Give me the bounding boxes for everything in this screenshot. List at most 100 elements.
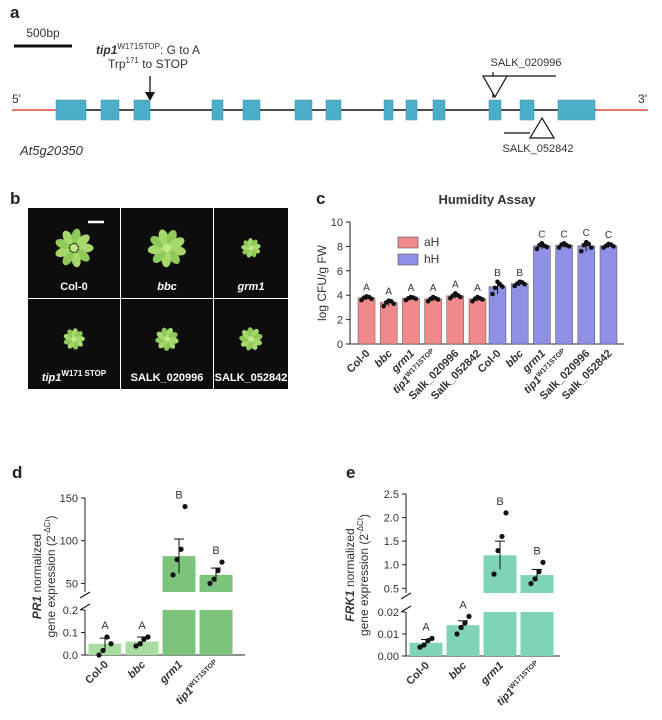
data-point bbox=[540, 559, 546, 565]
data-point bbox=[480, 297, 485, 302]
y-tick-label: 2.5 bbox=[384, 489, 399, 501]
x-tick-label: Col-0 bbox=[476, 348, 504, 376]
y-tick-label: 0.0 bbox=[63, 650, 78, 662]
data-point bbox=[458, 294, 463, 300]
significance-letter: C bbox=[560, 229, 567, 240]
exon-2 bbox=[100, 99, 120, 121]
plant-photo-4: tip1W171 STOP bbox=[28, 299, 120, 389]
frk1-expression-chart: 0.5 1.0 1.5 2.0 2.5 0.00 0.01 0.02 FRK1 normaliz… bbox=[343, 489, 560, 708]
x-tick-label: grm1 bbox=[157, 659, 185, 687]
bar-4-lower bbox=[520, 612, 554, 656]
data-point bbox=[581, 242, 587, 248]
y-tick-label: 0 bbox=[337, 339, 343, 351]
data-point bbox=[544, 244, 550, 250]
axis-break-mark bbox=[79, 603, 91, 611]
scale-bar-label: 500bp bbox=[26, 26, 60, 40]
panel-label-b: b bbox=[10, 189, 20, 208]
bar-hH-5 bbox=[577, 245, 596, 345]
bar-4-lower bbox=[199, 610, 233, 655]
mutation-desc-pre: Trp bbox=[108, 57, 126, 71]
x-tick-label: Col-0 bbox=[345, 348, 373, 376]
data-point bbox=[133, 643, 139, 649]
x-tick-label: bbc bbox=[447, 660, 469, 682]
bar-2 bbox=[446, 625, 480, 656]
plant-photo-5: SALK_020996 bbox=[121, 299, 213, 389]
y-tick-label: 0.2 bbox=[63, 605, 78, 617]
mutation-arrow-head bbox=[145, 92, 155, 101]
five-prime-end: 5' bbox=[12, 92, 21, 106]
photo-label-2: bbc bbox=[157, 281, 177, 293]
y-tick-label: 2 bbox=[337, 315, 343, 327]
data-point bbox=[391, 301, 397, 307]
humidity-assay-chart: Humidity Assay 0 2 4 6 8 10 log CFU/g FW aH hH A Co… bbox=[315, 192, 624, 402]
plant-photo-1: Col-0 bbox=[28, 208, 120, 298]
significance-letter: C bbox=[538, 229, 545, 240]
bar-aH-4 bbox=[424, 298, 442, 345]
data-point bbox=[211, 576, 217, 582]
significance-letter: B bbox=[175, 490, 182, 502]
significance-letter: C bbox=[583, 228, 590, 239]
significance-letter: A bbox=[422, 621, 430, 633]
significance-letter: A bbox=[459, 599, 467, 611]
rosette-icon bbox=[241, 238, 261, 258]
data-point bbox=[381, 303, 387, 309]
mutation-desc-post: to STOP bbox=[139, 57, 188, 71]
y-tick-label: 6 bbox=[337, 266, 343, 278]
data-point bbox=[462, 620, 468, 626]
axis-break-mark bbox=[400, 592, 412, 600]
panel-label-e: e bbox=[346, 463, 355, 482]
plant-photo-6: SALK_052842 bbox=[214, 299, 288, 389]
plant-photo-3: grm1 bbox=[214, 208, 288, 298]
bar-aH-1 bbox=[357, 297, 376, 345]
salk-insertion-1: SALK_020996 bbox=[481, 57, 562, 99]
axis-break-mark bbox=[400, 605, 412, 613]
data-point bbox=[589, 245, 594, 250]
salk-insertion-2: SALK_052842 bbox=[503, 116, 573, 155]
exon-13 bbox=[557, 99, 596, 121]
exons bbox=[55, 99, 596, 121]
mutation-description: Trp171 to STOP bbox=[108, 56, 188, 71]
y-tick-label: 1.5 bbox=[384, 536, 399, 548]
data-point bbox=[96, 652, 102, 658]
x-tick-label: Col-0 bbox=[83, 659, 111, 687]
data-point bbox=[458, 624, 464, 631]
significance-letter: B bbox=[516, 268, 523, 279]
y-tick-label: 100 bbox=[60, 536, 78, 548]
exon-12 bbox=[519, 99, 535, 121]
data-point bbox=[492, 285, 498, 291]
mutation-desc-sup: 171 bbox=[126, 56, 140, 65]
data-point bbox=[536, 569, 542, 575]
triangle-icon bbox=[481, 75, 509, 99]
data-point bbox=[178, 546, 184, 552]
y-tick-label: 0.02 bbox=[378, 607, 399, 619]
mutation-annotation: tip1W171STOP: G to A Trp171 to STOP bbox=[96, 42, 200, 101]
significance-letter: A bbox=[385, 287, 392, 298]
photo-label-1: Col-0 bbox=[60, 281, 88, 293]
exon-5 bbox=[242, 99, 261, 121]
data-point bbox=[500, 284, 505, 289]
data-point bbox=[429, 635, 435, 642]
data-point bbox=[417, 644, 423, 650]
y-axis-label: log CFU/g FW bbox=[315, 244, 329, 321]
photo-label-3: grm1 bbox=[237, 281, 265, 293]
data-point bbox=[534, 246, 540, 252]
data-point bbox=[104, 634, 110, 640]
exon-11 bbox=[488, 99, 502, 121]
significance-letter: C bbox=[605, 230, 612, 241]
data-point bbox=[170, 572, 176, 578]
data-point bbox=[532, 576, 538, 582]
bar-3-lower bbox=[483, 612, 517, 656]
axis-break-mark bbox=[79, 591, 91, 599]
mutation-sup: W171STOP bbox=[117, 42, 160, 51]
data-point bbox=[579, 248, 584, 254]
significance-letter: A bbox=[101, 620, 109, 632]
data-point bbox=[503, 510, 509, 516]
exon-1 bbox=[55, 99, 87, 121]
y-tick-label: 0.00 bbox=[378, 651, 399, 663]
data-point bbox=[466, 613, 472, 620]
y-tick-label: 4 bbox=[337, 290, 343, 302]
salk-1-label: SALK_020996 bbox=[491, 57, 562, 69]
three-prime-end: 3' bbox=[638, 92, 647, 106]
data-point bbox=[566, 244, 572, 249]
